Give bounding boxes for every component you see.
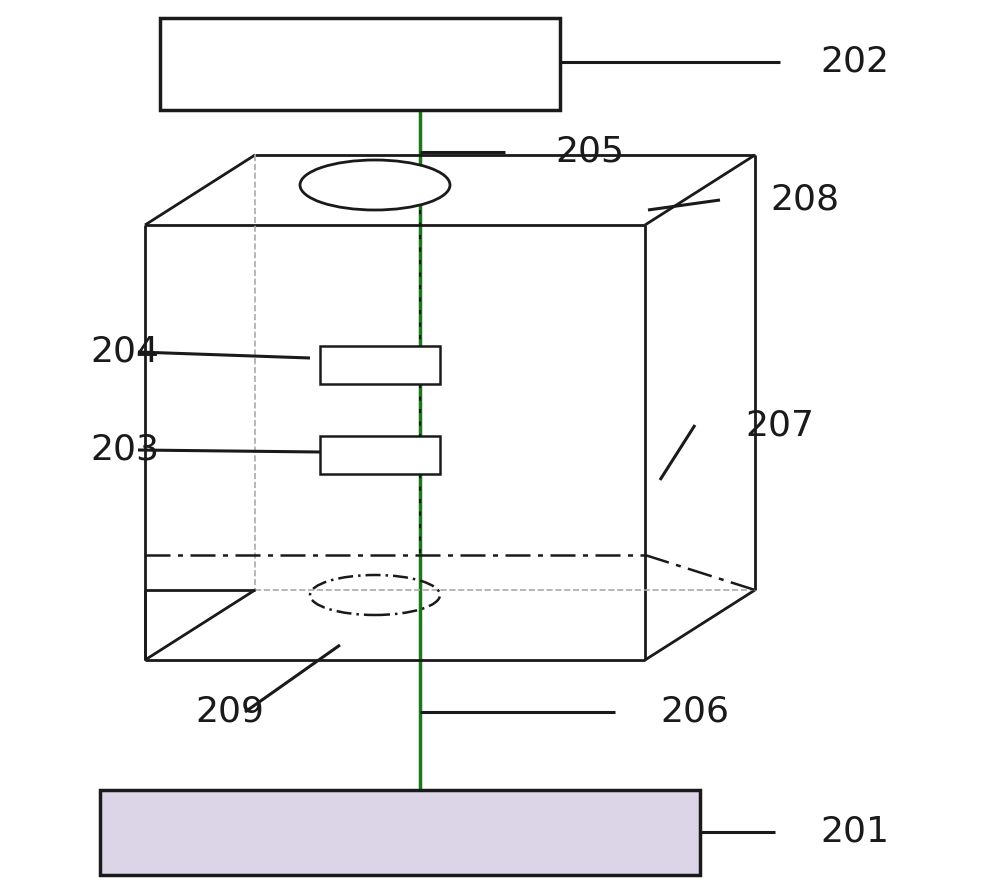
Bar [160, 18, 560, 110]
Bar [320, 436, 440, 474]
Text: 209: 209 [195, 695, 264, 729]
Text: 203: 203 [90, 433, 159, 467]
Text: 207: 207 [745, 408, 814, 442]
Text: 205: 205 [555, 135, 624, 169]
Bar [320, 346, 440, 384]
Text: 201: 201 [820, 815, 889, 849]
Text: 202: 202 [820, 45, 889, 79]
Text: 208: 208 [770, 183, 839, 217]
Text: 204: 204 [90, 335, 159, 369]
Text: 206: 206 [660, 695, 729, 729]
Bar [100, 790, 700, 875]
Ellipse shape [300, 160, 450, 210]
